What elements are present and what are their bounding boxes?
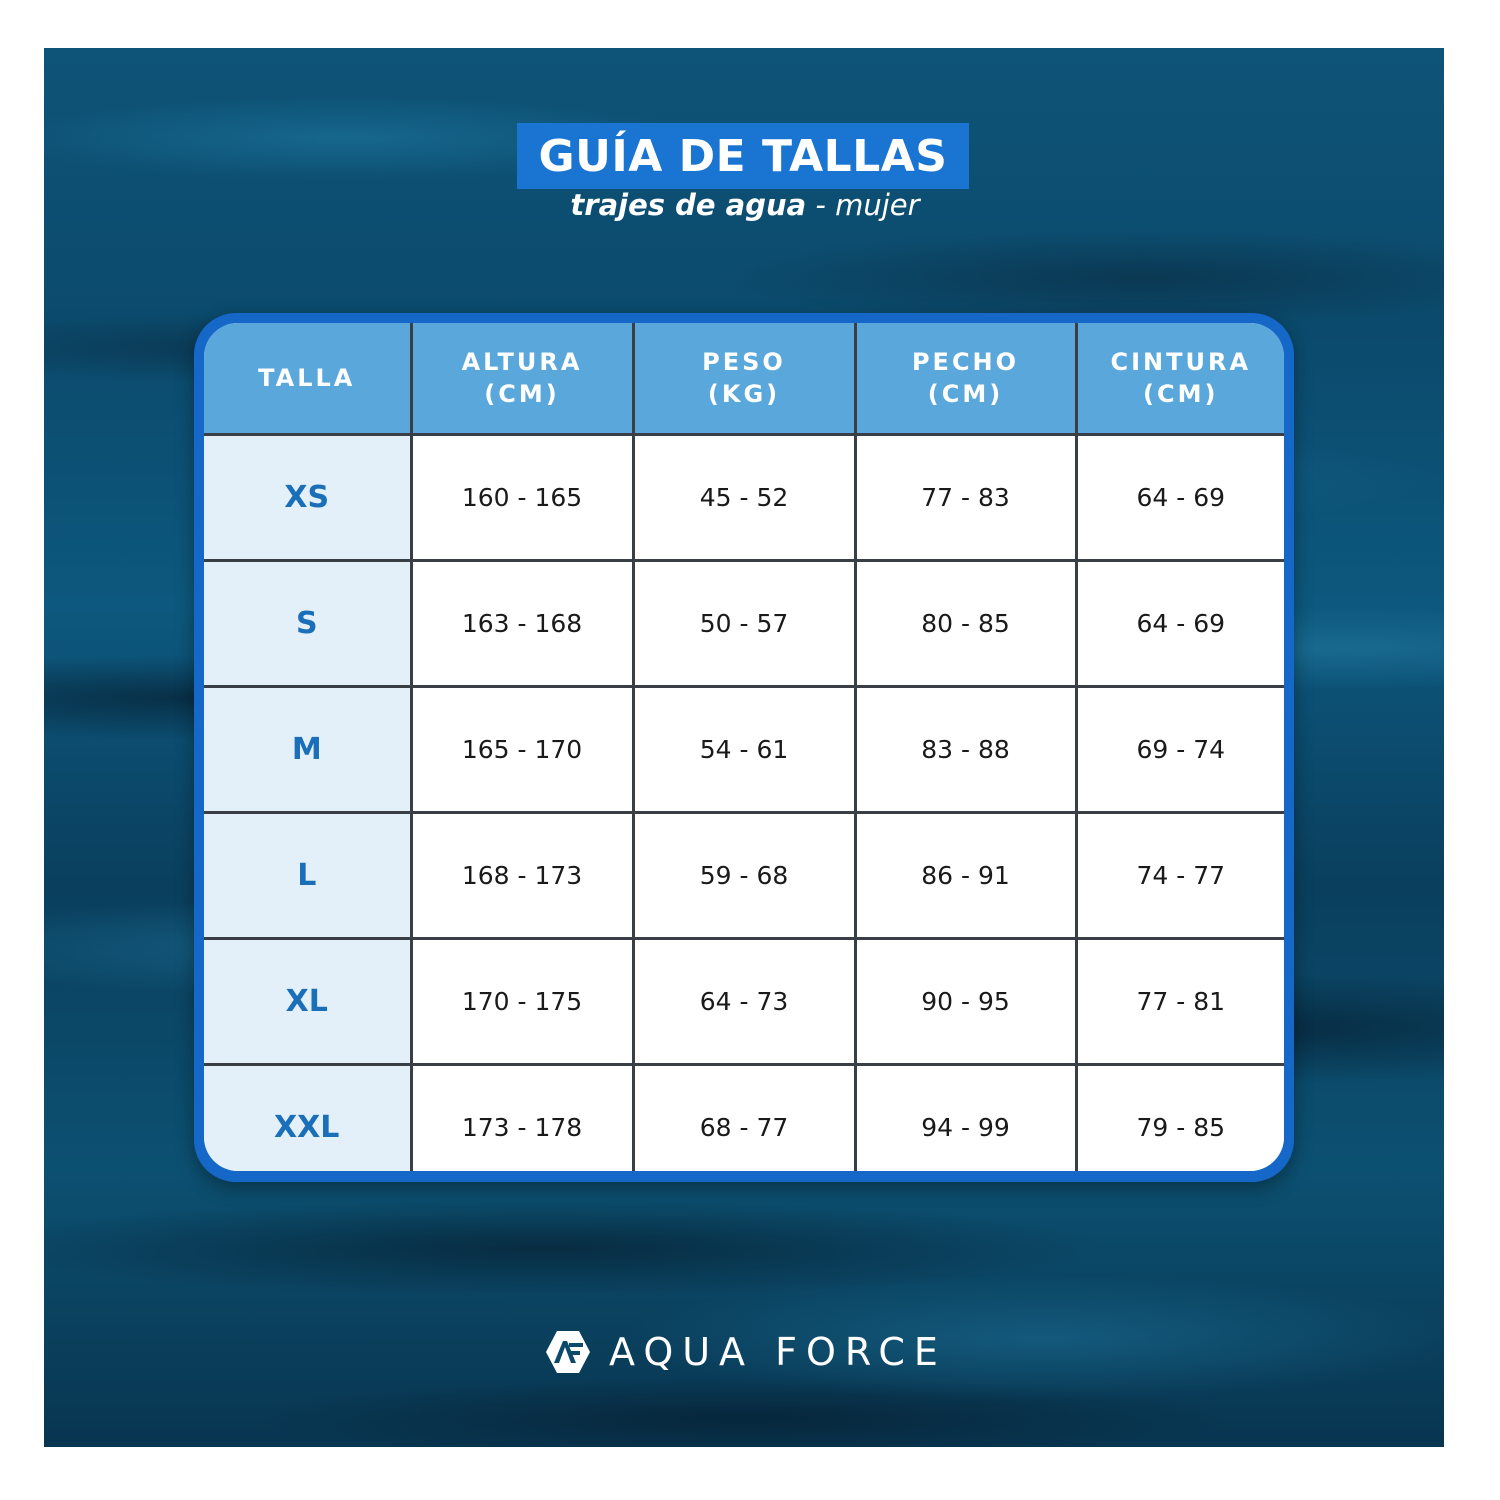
altura-cell: 170 - 175	[411, 938, 635, 1066]
header-unit: (CM)	[1143, 380, 1219, 408]
table-row: L 168 - 173 59 - 68 86 - 91 74 - 77	[204, 812, 1284, 940]
pecho-cell: 80 - 85	[855, 560, 1078, 688]
af-hexagon-icon	[545, 1329, 591, 1375]
altura-cell: 173 - 178	[411, 1064, 635, 1171]
table-row: XXL 173 - 178 68 - 77 94 - 99 79 - 85	[204, 1064, 1284, 1171]
brand-name: AQUA FORCE	[609, 1330, 947, 1374]
size-label: S	[204, 560, 413, 688]
size-table: TALLA ALTURA (CM) PESO (KG) PECHO (CM)	[204, 323, 1284, 1171]
title-banner: GUÍA DE TALLAS	[517, 123, 969, 189]
peso-cell: 54 - 61	[633, 686, 857, 814]
pecho-cell: 86 - 91	[855, 812, 1078, 940]
header-line: CINTURA	[1110, 348, 1252, 376]
table-row: XL 170 - 175 64 - 73 90 - 95 77 - 81	[204, 938, 1284, 1066]
peso-cell: 68 - 77	[633, 1064, 857, 1171]
cintura-cell: 77 - 81	[1076, 938, 1284, 1066]
peso-cell: 64 - 73	[633, 938, 857, 1066]
page-subtitle: trajes de agua - mujer	[500, 188, 990, 222]
peso-cell: 45 - 52	[633, 434, 857, 562]
cintura-cell: 74 - 77	[1076, 812, 1284, 940]
column-header-talla: TALLA	[204, 323, 413, 436]
table-row: S 163 - 168 50 - 57 80 - 85 64 - 69	[204, 560, 1284, 688]
page-title: GUÍA DE TALLAS	[538, 130, 948, 182]
cintura-cell: 79 - 85	[1076, 1064, 1284, 1171]
column-header-pecho: PECHO (CM)	[855, 323, 1078, 436]
size-label: XL	[204, 938, 413, 1066]
size-label: XS	[204, 434, 413, 562]
subtitle-product: trajes de agua	[570, 188, 807, 222]
header-unit: (CM)	[484, 380, 560, 408]
size-label: XXL	[204, 1064, 413, 1171]
peso-cell: 50 - 57	[633, 560, 857, 688]
cintura-cell: 64 - 69	[1076, 434, 1284, 562]
size-table-container: TALLA ALTURA (CM) PESO (KG) PECHO (CM)	[204, 323, 1284, 1171]
column-header-peso: PESO (KG)	[633, 323, 857, 436]
header-unit: (CM)	[927, 380, 1004, 408]
cintura-cell: 69 - 74	[1076, 686, 1284, 814]
table-row: XS 160 - 165 45 - 52 77 - 83 64 - 69	[204, 434, 1284, 562]
size-table-frame: TALLA ALTURA (CM) PESO (KG) PECHO (CM)	[194, 313, 1294, 1182]
brand-logo: AQUA FORCE	[545, 1327, 947, 1377]
pecho-cell: 83 - 88	[855, 686, 1078, 814]
table-header-row: TALLA ALTURA (CM) PESO (KG) PECHO (CM)	[204, 323, 1284, 436]
column-header-cintura: CINTURA (CM)	[1076, 323, 1284, 436]
column-header-altura: ALTURA (CM)	[411, 323, 635, 436]
header-line: PESO	[702, 348, 786, 376]
pecho-cell: 94 - 99	[855, 1064, 1078, 1171]
altura-cell: 168 - 173	[411, 812, 635, 940]
subtitle-gender: - mujer	[806, 188, 920, 222]
altura-cell: 163 - 168	[411, 560, 635, 688]
peso-cell: 59 - 68	[633, 812, 857, 940]
size-label: L	[204, 812, 413, 940]
table-row: M 165 - 170 54 - 61 83 - 88 69 - 74	[204, 686, 1284, 814]
altura-cell: 160 - 165	[411, 434, 635, 562]
altura-cell: 165 - 170	[411, 686, 635, 814]
size-label: M	[204, 686, 413, 814]
header-line: ALTURA	[461, 348, 583, 376]
header-line: PECHO	[911, 348, 1020, 376]
cintura-cell: 64 - 69	[1076, 560, 1284, 688]
pecho-cell: 77 - 83	[855, 434, 1078, 562]
header-line: TALLA	[258, 364, 356, 392]
header-unit: (KG)	[707, 380, 781, 408]
pecho-cell: 90 - 95	[855, 938, 1078, 1066]
